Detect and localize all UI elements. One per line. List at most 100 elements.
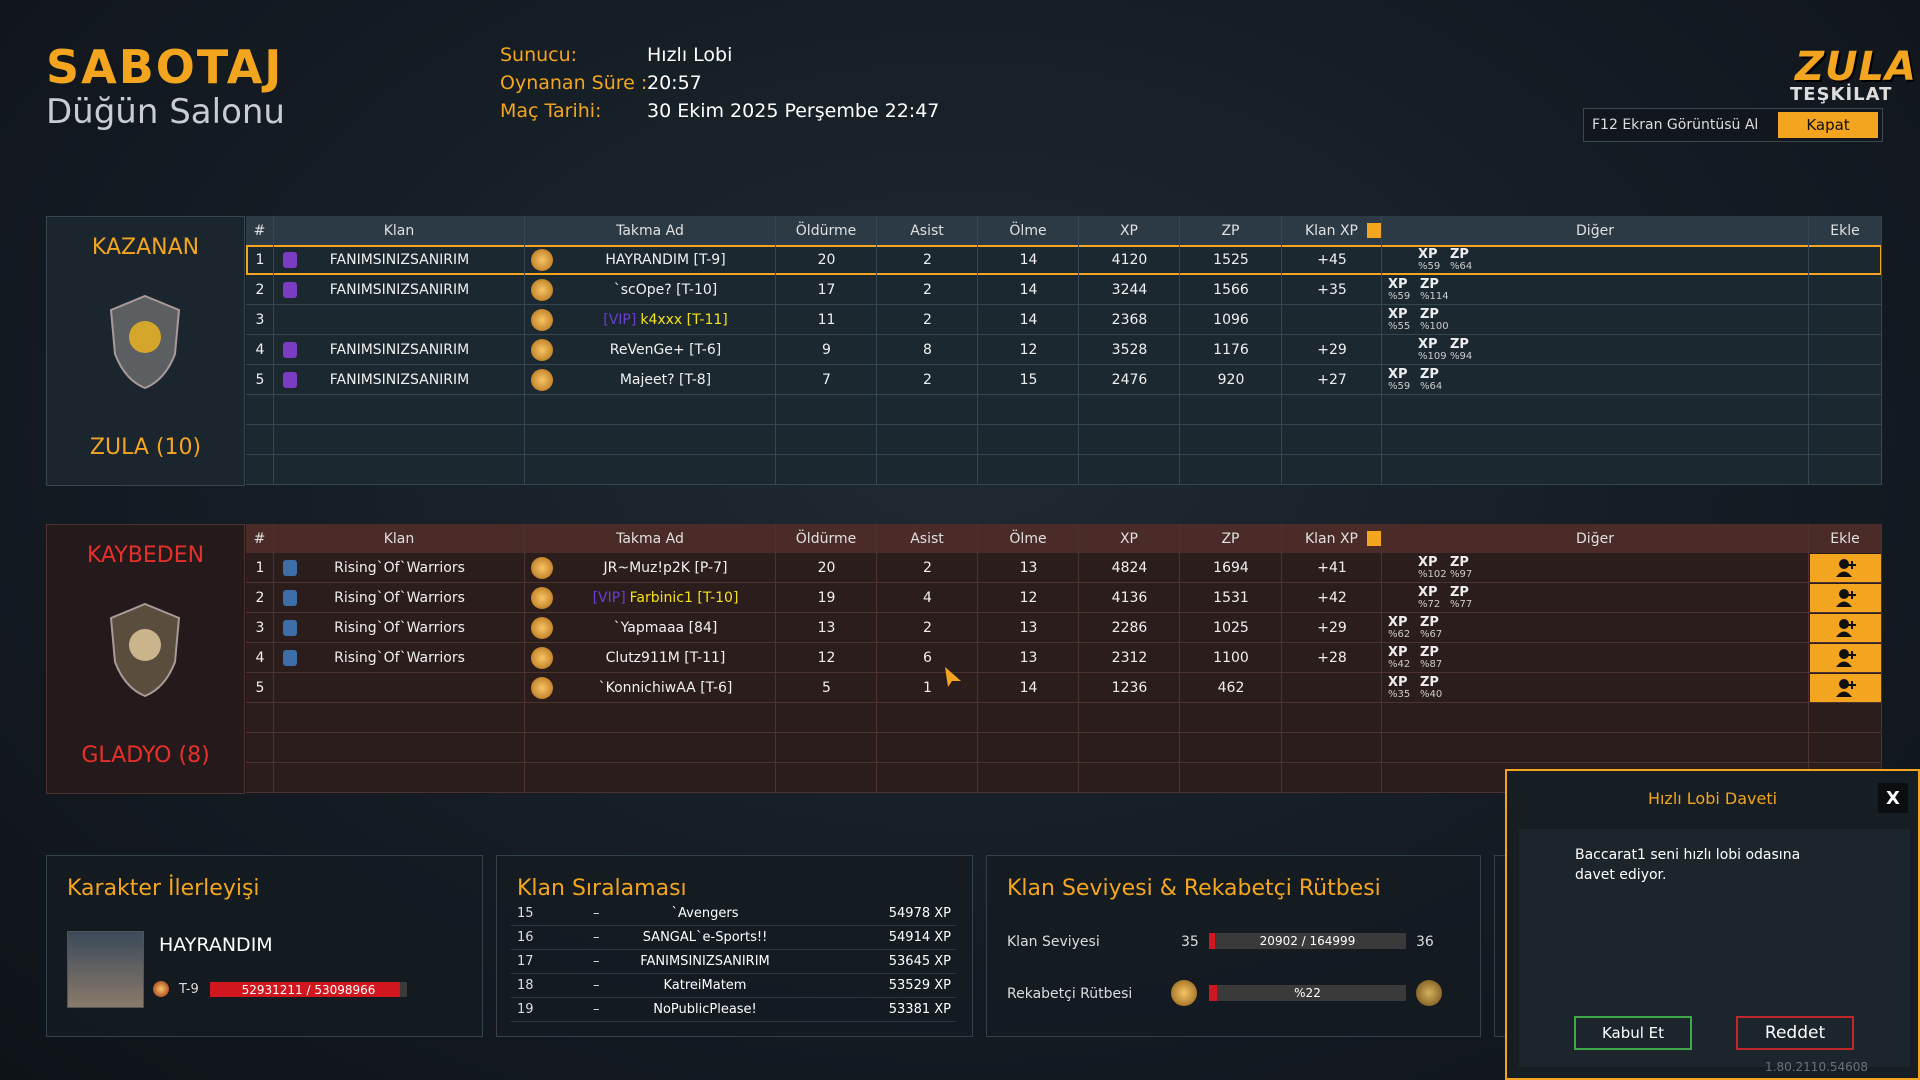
other-bonus: %87 [1420, 659, 1443, 670]
cell-deaths: 14 [1019, 679, 1038, 696]
ranking-rank: 18 [517, 978, 534, 993]
nick-cell: `KonnichiwAA [T-6] [555, 673, 776, 702]
accept-button[interactable]: Kabul Et [1574, 1016, 1692, 1050]
other-label: XP [1388, 645, 1408, 660]
xp-fill [210, 982, 400, 997]
competitive-bar: %22 [1209, 985, 1406, 1001]
cell-clan: Rising`Of`Warriors [334, 649, 465, 666]
ranking-row-line [511, 997, 956, 998]
other-label: ZP [1420, 615, 1439, 630]
reject-button[interactable]: Reddet [1736, 1016, 1854, 1050]
table-row [246, 703, 1882, 733]
cell-divider [1808, 425, 1809, 455]
level-bar: 20902 / 164999 [1209, 933, 1406, 949]
cell-divider [1078, 553, 1079, 583]
other-bonus: %55 [1388, 321, 1411, 332]
cell-kills: 5 [822, 679, 831, 696]
other-label: ZP [1420, 367, 1439, 382]
cell-assists: 6 [923, 649, 932, 666]
other-label: XP [1418, 555, 1438, 570]
table-row [246, 245, 1882, 275]
add-friend-button[interactable] [1810, 644, 1881, 672]
other-label: XP [1418, 247, 1438, 262]
cell-divider [1179, 703, 1180, 733]
invite-dialog: Hızlı Lobi Daveti X Baccarat1 seni hızlı l… [1505, 769, 1920, 1080]
cell-clan: Rising`Of`Warriors [334, 589, 465, 606]
cell-divider [876, 733, 877, 763]
cell-divider [1808, 305, 1809, 335]
cell-divider [1281, 583, 1282, 613]
cell-divider [1281, 553, 1282, 583]
team-result: KAYBEDEN [86, 543, 205, 568]
cell-divider [524, 733, 525, 763]
rank-badge [531, 617, 553, 639]
column-header: Klan [274, 216, 525, 245]
cell-divider [775, 613, 776, 643]
cell-deaths: 13 [1019, 559, 1038, 576]
ranking-name: NoPublicPlease! [653, 1002, 757, 1017]
other-bonus: %59 [1388, 381, 1411, 392]
add-friend-button[interactable] [1810, 614, 1881, 642]
cell-divider [1281, 365, 1282, 395]
level-from: 35 [1181, 934, 1199, 950]
other-bonus: %67 [1420, 629, 1443, 640]
ranking-xp: 53529 XP [888, 978, 951, 993]
close-button[interactable]: Kapat [1778, 112, 1878, 138]
panel-title: Klan Sıralaması [517, 876, 687, 901]
cell-divider [977, 643, 978, 673]
cell-assists: 8 [923, 341, 932, 358]
cell-divider [876, 643, 877, 673]
nick: `scOpe? [T-10] [613, 281, 718, 298]
other-bonus: %102 [1418, 569, 1447, 580]
team-box: KAZANAN ZULA (10) [46, 216, 245, 486]
other-bonus: %109 [1418, 351, 1447, 362]
cell-divider [775, 425, 776, 455]
other-label: XP [1388, 615, 1408, 630]
cell-divider [1281, 305, 1282, 335]
info-label: Maç Tarihi: [500, 100, 602, 122]
table-row [246, 425, 1882, 455]
cell-kills: 17 [817, 281, 836, 298]
cell-kills: 20 [817, 559, 836, 576]
info-label: Sunucu: [500, 44, 578, 66]
level-fill [1209, 933, 1215, 949]
panel-title: Klan Seviyesi & Rekabetçi Rütbesi [1007, 876, 1381, 901]
cell-divider [775, 305, 776, 335]
cell-assists: 2 [923, 251, 932, 268]
dialog-close[interactable]: X [1878, 783, 1908, 813]
cell-divider [1881, 643, 1882, 673]
cell-divider [1078, 425, 1079, 455]
cell-divider [1281, 643, 1282, 673]
cell-kills: 20 [817, 251, 836, 268]
add-friend-button[interactable] [1810, 674, 1881, 702]
cell-xp: 2368 [1111, 311, 1148, 328]
table-row [246, 335, 1882, 365]
table-row [246, 733, 1882, 763]
add-friend-button[interactable] [1810, 584, 1881, 612]
cell-divider [1078, 245, 1079, 275]
other-label: XP [1388, 675, 1408, 690]
table-header [246, 524, 1882, 553]
other-bonus: %42 [1388, 659, 1411, 670]
cell-divider [977, 305, 978, 335]
cell-rank: 2 [255, 589, 265, 606]
clan-icon [283, 342, 297, 358]
cell-rank: 3 [255, 311, 265, 328]
cell-divider [1381, 763, 1382, 793]
cursor-icon [945, 667, 961, 687]
table-row [246, 643, 1882, 673]
cell-divider [977, 673, 978, 703]
cell-divider [977, 455, 978, 485]
cell-divider [273, 305, 274, 335]
cell-clan-xp: +35 [1317, 281, 1347, 298]
table-header [246, 216, 1882, 245]
add-friend-button[interactable] [1810, 554, 1881, 582]
cell-divider [1078, 703, 1079, 733]
cell-divider [1808, 613, 1809, 643]
ranking-change: – [593, 906, 600, 921]
other-label: ZP [1420, 307, 1439, 322]
cell-divider [1381, 365, 1382, 395]
vip-tag: [VIP] [592, 589, 626, 606]
cell-divider [1179, 305, 1180, 335]
column-header: # [246, 524, 274, 553]
